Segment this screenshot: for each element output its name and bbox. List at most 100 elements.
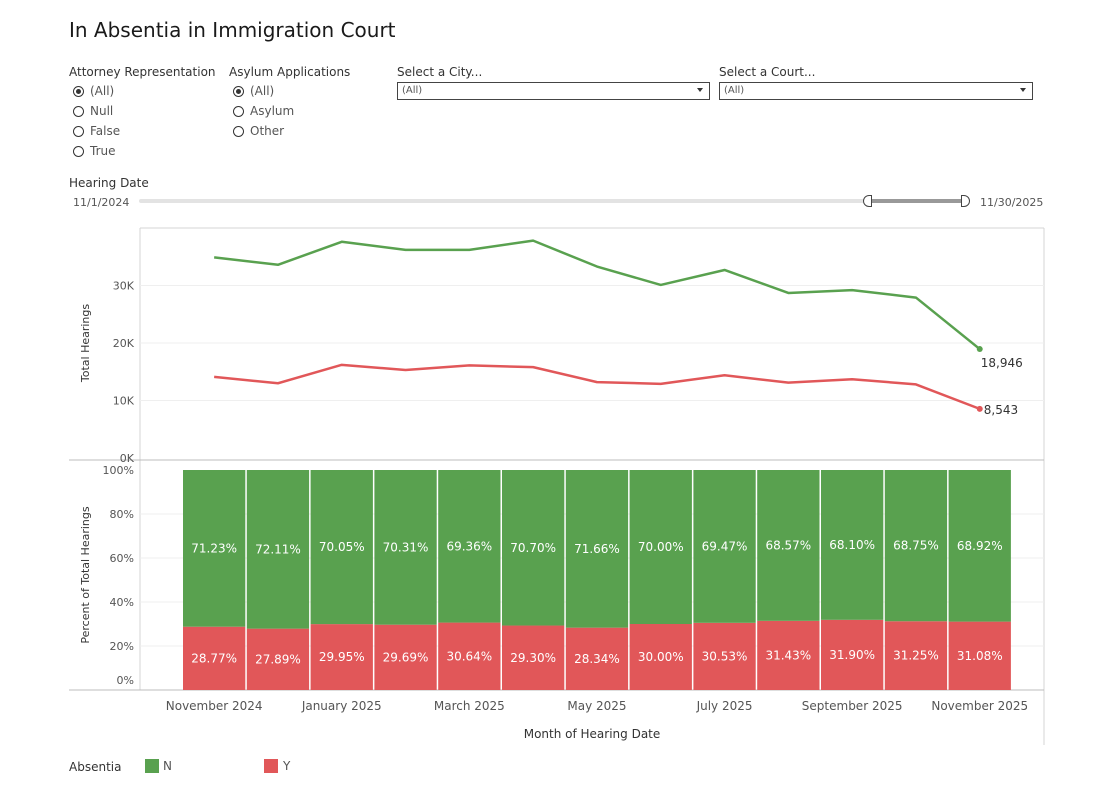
bar-data-label: 31.90% [829,648,875,662]
x-tick-label: November 2025 [931,699,1028,713]
hearing-date-label: Hearing Date [69,176,149,190]
y-tick-label: 10K [113,395,135,408]
attorney-filter-label: Attorney Representation [69,65,216,79]
city-select[interactable]: (All) [397,82,710,100]
series-end-point [976,405,983,412]
bar-chart: 0% 20% 40% 60% 80% 100% Percent of Total Heari… [79,464,1044,690]
city-select-label: Select a City... [397,65,483,79]
page-title: In Absentia in Immigration Court [69,18,396,42]
bar-segment-y [757,620,820,690]
y-tick-label: 60% [110,552,134,565]
y-tick-label: 0% [117,674,134,687]
bar-data-label: 30.64% [446,649,492,663]
bar-data-label: 27.89% [255,652,301,666]
attorney-option-false[interactable]: False [73,121,120,141]
attorney-option-true[interactable]: True [73,141,120,161]
bar-segment-y [374,624,437,690]
series-line-n [214,239,981,351]
bar-data-label: 30.00% [638,650,684,664]
series-end-point [976,346,983,353]
chevron-down-icon[interactable] [697,88,703,92]
bar-data-label: 31.25% [893,649,939,663]
attorney-option-null[interactable]: Null [73,101,120,121]
asylum-filter: (All) Asylum Other [233,81,294,141]
bar-segment-y [246,628,310,690]
series-line-y [214,363,981,411]
asylum-option-other[interactable]: Other [233,121,294,141]
bar-data-label: 69.47% [702,539,748,553]
y-tick-label: 20% [110,640,134,653]
radio-icon[interactable] [233,105,244,117]
bar-data-label: 31.43% [765,648,811,662]
hearing-date-slider-track[interactable] [139,199,970,203]
end-data-label: 18,946 [981,356,1023,370]
bar-data-label: 29.95% [319,650,365,664]
x-tick-label: January 2025 [301,699,382,713]
hearing-date-slider-range [870,199,965,203]
bar-segment-y [438,622,501,690]
x-axis: November 2024 January 2025 March 2025 May 2… [166,699,1028,741]
legend-swatch-n[interactable] [145,759,159,773]
bar-segment-y [502,625,565,690]
slider-end-handle[interactable] [961,195,970,207]
bar-data-label: 68.10% [829,538,875,552]
radio-icon[interactable] [73,145,84,157]
bar-segment-n [246,470,310,629]
bar-data-label: 72.11% [255,542,301,556]
asylum-option-asylum[interactable]: Asylum [233,101,294,121]
bar-data-label: 70.00% [638,540,684,554]
bar-data-label: 28.34% [574,652,620,666]
bar-data-label: 70.31% [383,540,429,554]
legend-label-n: N [163,759,172,773]
bar-segment-y [948,621,1011,690]
y-axis-label: Total Hearings [79,304,92,383]
bar-segment-y [821,619,884,690]
legend-label-y: Y [283,759,291,773]
asylum-option-all[interactable]: (All) [233,81,294,101]
bar-segment-n [502,470,565,626]
radio-selected-icon[interactable] [73,85,84,97]
bar-segment-n [757,470,820,621]
bar-data-label: 68.92% [957,539,1003,553]
radio-icon[interactable] [73,125,84,137]
bar-data-label: 30.53% [702,649,748,663]
attorney-filter: (All) Null False True [73,81,120,161]
legend-swatch-y[interactable] [264,759,278,773]
y-tick-label: 80% [110,508,134,521]
legend-title: Absentia [69,760,122,774]
bar-segment-n [374,470,437,625]
y-tick-label: 0K [120,452,135,465]
court-select[interactable]: (All) [719,82,1033,100]
slider-start-handle[interactable] [863,195,872,207]
bar-segment-y [693,622,756,690]
bar-data-label: 71.66% [574,542,620,556]
bar-segment-y [310,624,373,690]
radio-icon[interactable] [73,105,84,117]
city-select-value: (All) [402,85,423,96]
bar-segment-n [438,470,501,623]
bar-segment-y [183,626,246,690]
y-tick-label: 40% [110,596,134,609]
y-tick-label: 20K [113,337,135,350]
radio-selected-icon[interactable] [233,85,244,97]
x-tick-label: July 2025 [696,699,753,713]
x-tick-label: November 2024 [166,699,263,713]
radio-icon[interactable] [233,125,244,137]
bar-data-label: 29.30% [510,651,556,665]
bar-segment-n [884,470,948,622]
x-axis-label: Month of Hearing Date [524,727,661,741]
bar-data-label: 68.57% [765,538,811,552]
y-axis-label: Percent of Total Hearings [79,506,92,643]
asylum-filter-label: Asylum Applications [229,65,351,79]
attorney-option-all[interactable]: (All) [73,81,120,101]
line-chart: 0K 10K 20K 30K Total Hearings 18,946 8,543 [79,239,1044,465]
x-tick-label: September 2025 [802,699,903,713]
bar-data-label: 69.36% [446,539,492,553]
bar-data-label: 31.08% [957,649,1003,663]
bar-segment-n [693,470,756,623]
chevron-down-icon[interactable] [1020,88,1026,92]
bar-segment-n [948,470,1011,622]
y-tick-label: 100% [103,464,134,477]
hearing-date-end: 11/30/2025 [980,196,1044,209]
